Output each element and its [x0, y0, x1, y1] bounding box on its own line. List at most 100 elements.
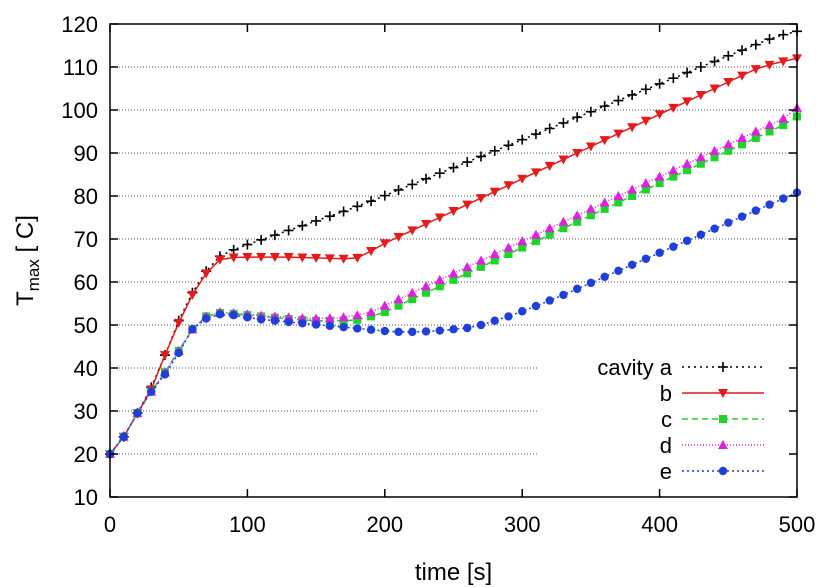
data-point	[435, 326, 444, 335]
data-point	[229, 310, 238, 320]
data-point	[119, 432, 128, 441]
data-point	[614, 198, 623, 207]
data-point	[462, 200, 473, 210]
data-point	[284, 317, 293, 327]
data-point	[159, 351, 170, 361]
data-point	[750, 39, 761, 50]
y-tick-label: 70	[74, 227, 98, 252]
data-point	[586, 278, 596, 288]
data-point	[283, 253, 294, 263]
data-point	[737, 71, 748, 81]
data-point	[352, 253, 363, 263]
data-point	[380, 308, 389, 317]
data-point	[324, 254, 335, 264]
x-tick-label: 0	[104, 512, 116, 537]
data-point	[545, 296, 554, 305]
data-point	[778, 113, 789, 123]
data-point	[764, 60, 775, 70]
data-point	[297, 313, 308, 323]
data-point	[544, 123, 555, 134]
data-point	[188, 325, 197, 334]
data-point	[545, 230, 554, 239]
data-point	[393, 184, 404, 195]
data-point	[655, 248, 664, 257]
gridlines	[110, 66, 797, 455]
data-point	[503, 242, 514, 252]
data-point	[449, 275, 458, 284]
x-axis-label: time [s]	[415, 559, 492, 586]
data-point	[228, 253, 239, 263]
data-point	[723, 78, 734, 88]
data-point	[613, 129, 624, 139]
data-point	[668, 165, 679, 175]
data-point	[710, 224, 719, 233]
data-point	[489, 249, 500, 259]
data-point	[613, 95, 624, 106]
data-point	[215, 310, 225, 319]
data-point	[710, 153, 719, 162]
data-point	[490, 316, 499, 325]
series-layer	[105, 26, 802, 459]
data-point	[394, 327, 403, 337]
data-point	[559, 290, 568, 300]
data-point	[654, 110, 665, 120]
data-point	[228, 244, 239, 255]
data-point	[462, 157, 473, 168]
y-tick-label: 50	[74, 313, 98, 338]
data-point	[544, 223, 555, 233]
legend-label: c	[661, 407, 672, 432]
series-2	[105, 54, 802, 459]
data-point	[173, 318, 184, 328]
data-point	[187, 290, 198, 300]
data-point	[585, 203, 596, 213]
data-point	[627, 260, 637, 269]
data-point	[531, 237, 540, 246]
data-point	[544, 161, 555, 171]
data-point	[379, 239, 390, 249]
data-point	[339, 322, 348, 332]
data-point	[325, 321, 335, 331]
data-point	[353, 315, 362, 324]
data-point	[407, 179, 418, 190]
data-point	[641, 185, 650, 194]
data-point	[751, 206, 760, 215]
data-point	[448, 207, 459, 217]
data-point	[764, 120, 775, 130]
y-tick-label: 110	[63, 55, 98, 80]
data-point	[737, 45, 748, 56]
y-axis-label-sub: max	[24, 259, 43, 292]
data-point	[448, 268, 459, 278]
data-point	[600, 204, 609, 213]
data-point	[503, 140, 514, 151]
legend-label: e	[660, 459, 672, 484]
data-point	[599, 101, 610, 112]
x-tick-label: 100	[229, 512, 266, 537]
data-point	[518, 243, 527, 252]
y-tick-label: 60	[74, 270, 98, 295]
data-point	[641, 254, 651, 263]
data-point	[559, 224, 568, 233]
data-point	[311, 253, 322, 263]
data-point	[654, 78, 665, 89]
data-point	[709, 56, 720, 67]
x-tick-label: 400	[641, 512, 678, 537]
data-point	[779, 121, 788, 130]
y-axis-label: Tmax [ C]	[12, 215, 43, 306]
data-point	[586, 211, 595, 220]
data-point	[504, 250, 513, 259]
legend-marker	[718, 466, 728, 476]
data-point	[695, 152, 706, 162]
data-point	[476, 320, 486, 330]
axis-ticks: 10 20 30 40 50 60 70 80 90 100 110 120 0 100 200 300 400…	[61, 12, 815, 537]
y-tick-label: 30	[74, 399, 98, 424]
data-point	[366, 325, 376, 334]
data-point	[407, 226, 418, 236]
data-point	[517, 134, 528, 145]
data-point	[640, 178, 651, 188]
data-point	[765, 127, 774, 136]
x-tick-label: 500	[779, 512, 816, 537]
data-point	[408, 327, 417, 337]
data-point	[298, 319, 307, 328]
data-point	[530, 229, 541, 239]
data-point	[724, 218, 733, 227]
